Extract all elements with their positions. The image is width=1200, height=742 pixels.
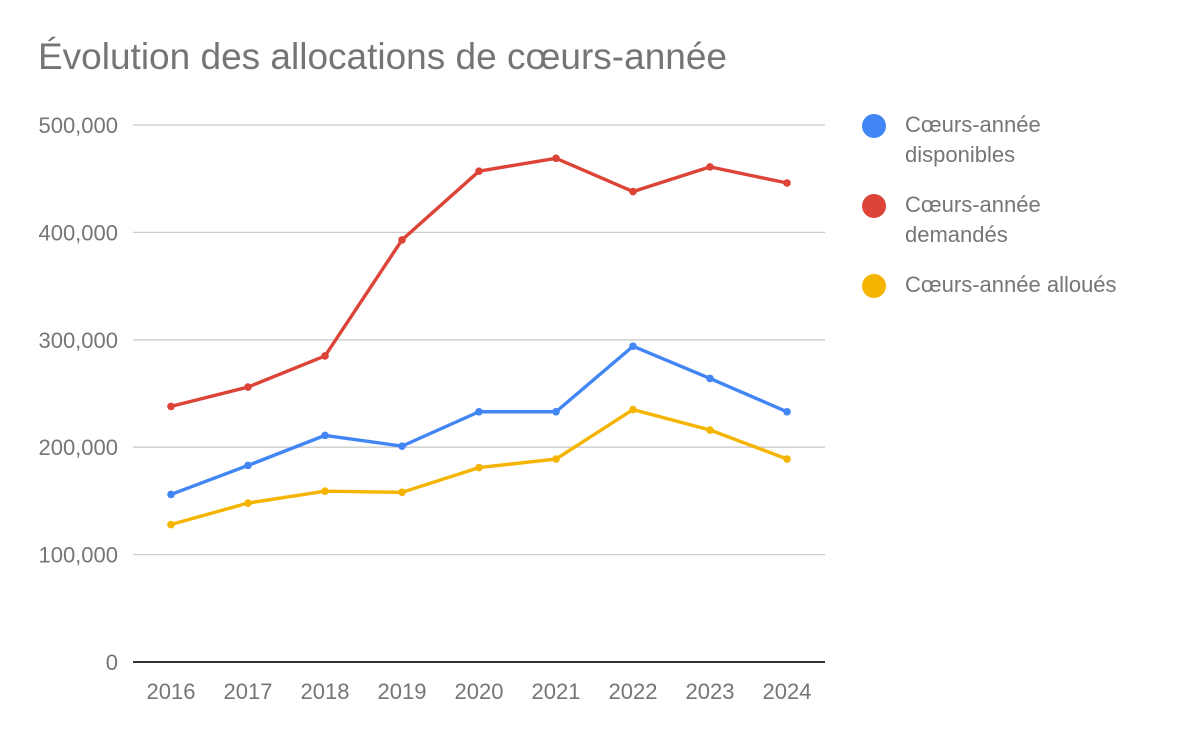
data-point [629, 405, 637, 414]
x-tick-label: 2024 [763, 679, 812, 704]
x-tick-label: 2023 [686, 679, 735, 704]
data-point [706, 374, 714, 383]
data-point [706, 163, 714, 171]
y-tick-label: 500,000 [38, 113, 118, 138]
legend-item: Cœurs-année demandés [862, 190, 1182, 250]
data-point [783, 407, 791, 416]
legend-swatch [862, 114, 886, 138]
data-point [629, 342, 637, 351]
x-tick-label: 2016 [147, 679, 196, 704]
data-point [629, 187, 637, 196]
y-tick-label: 300,000 [38, 328, 118, 353]
data-point [475, 463, 483, 472]
data-point [398, 236, 406, 244]
data-point [783, 179, 791, 187]
x-tick-label: 2022 [609, 679, 658, 704]
data-point [167, 402, 175, 411]
legend-item: Cœurs-année alloués [862, 270, 1182, 300]
legend-swatch [862, 194, 886, 218]
data-point [321, 487, 329, 496]
x-tick-label: 2021 [532, 679, 581, 704]
y-tick-label: 100,000 [38, 543, 118, 568]
data-point [167, 490, 175, 499]
data-point [475, 167, 483, 175]
data-point [706, 426, 714, 434]
legend-label: Cœurs-année alloués [905, 272, 1117, 297]
chart-title: Évolution des allocations de cœurs-année [38, 36, 727, 77]
data-point [244, 461, 252, 470]
series-line [169, 156, 789, 409]
data-point [475, 407, 483, 416]
x-tick-label: 2018 [301, 679, 350, 704]
data-point [244, 383, 252, 391]
x-tick-label: 2019 [378, 679, 427, 704]
data-point [552, 455, 560, 463]
series-line [169, 344, 789, 497]
data-point [244, 499, 252, 507]
data-point [398, 442, 406, 450]
legend-label: Cœurs-année disponibles [905, 112, 1041, 167]
legend: Cœurs-année disponibles Cœurs-année deman… [862, 110, 1182, 320]
legend-swatch [862, 274, 886, 298]
x-tick-label: 2020 [455, 679, 504, 704]
legend-item: Cœurs-année disponibles [862, 110, 1182, 170]
data-point [398, 488, 406, 497]
x-tick-label: 2017 [224, 679, 273, 704]
y-tick-label: 200,000 [38, 435, 118, 460]
data-point [552, 407, 560, 416]
data-point [167, 520, 175, 529]
data-point [321, 431, 329, 440]
data-point [321, 352, 329, 360]
y-tick-label: 0 [106, 650, 118, 675]
data-point [552, 154, 560, 163]
data-point [783, 455, 791, 463]
y-tick-label: 400,000 [38, 220, 118, 245]
legend-label: Cœurs-année demandés [905, 192, 1041, 247]
